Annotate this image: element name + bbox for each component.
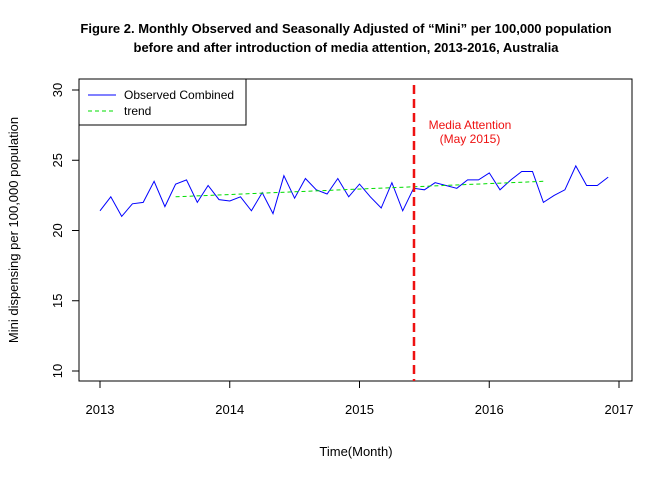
y-tick-label: 15	[50, 294, 65, 308]
series-line-observed	[99, 164, 609, 218]
x-tick-label: 2014	[215, 402, 244, 417]
y-tick-label: 30	[50, 83, 65, 97]
y-axis-label: Mini dispensing per 100,000 population	[6, 117, 21, 343]
y-tick-label: 25	[50, 153, 65, 167]
x-tick-label: 2013	[86, 402, 115, 417]
y-tick-label: 20	[50, 223, 65, 237]
chart-title-line2: before and after introduction of media a…	[134, 40, 560, 55]
series-line-trend	[175, 180, 544, 198]
x-axis-label: Time(Month)	[319, 444, 392, 459]
x-tick-label: 2017	[605, 402, 634, 417]
media-attention-date: (May 2015)	[440, 132, 501, 146]
media-attention-label: Media Attention	[429, 118, 512, 132]
chart-title-line1: Figure 2. Monthly Observed and Seasonall…	[80, 21, 611, 36]
y-axis: 10 15 20 25 30	[50, 83, 80, 378]
legend-label-observed: Observed Combined	[124, 88, 234, 102]
y-tick-label: 10	[50, 364, 65, 378]
series-layer	[99, 164, 609, 218]
legend-label-trend: trend	[124, 104, 151, 118]
legend: Observed Combined trend	[78, 78, 247, 126]
x-tick-label: 2016	[475, 402, 504, 417]
legend-box	[78, 78, 247, 126]
x-axis: 2013 2014 2015 2016 2017	[86, 380, 634, 417]
x-tick-label: 2015	[345, 402, 374, 417]
